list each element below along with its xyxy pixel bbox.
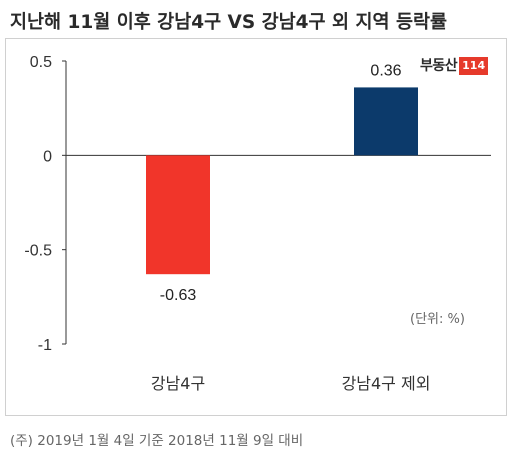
data-label: 0.36 [370,62,401,79]
y-tick-label: -0.5 [24,243,52,260]
x-category-label: 강남4구 [151,374,205,393]
logo-badge: 114 [459,57,489,75]
bar-negative [146,155,210,275]
data-label: -0.63 [160,287,197,304]
logo-text: 부동산 [420,58,458,74]
chart-title: 지난해 11월 이후 강남4구 VS 강남4구 외 지역 등락률 [10,12,448,33]
footnote: (주) 2019년 1월 4일 기준 2018년 11월 9일 대비 [10,433,304,449]
bar-positive [354,87,418,156]
y-tick-label: 0 [43,148,52,165]
bar-chart: 0.5 0 -0.5 -1 -0.63 강남4구 0.36 강남4구 제외 [24,54,491,393]
y-tick-label: 0.5 [30,54,52,71]
x-category-label: 강남4구 제외 [342,374,431,393]
unit-note: (단위: %) [410,312,465,327]
chart-container: 0.5 0 -0.5 -1 -0.63 강남4구 0.36 강남4구 제외 [5,38,507,416]
brand-logo: 부동산 114 [420,56,489,76]
y-tick-label: -1 [38,337,52,354]
